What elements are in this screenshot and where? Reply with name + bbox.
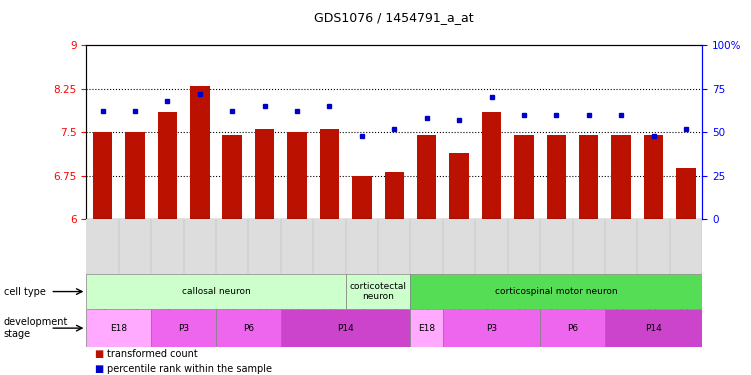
Bar xyxy=(125,132,145,219)
Bar xyxy=(644,135,663,219)
Bar xyxy=(540,309,605,347)
Text: corticospinal motor neuron: corticospinal motor neuron xyxy=(495,287,617,296)
Bar xyxy=(449,153,469,219)
Bar xyxy=(281,309,411,347)
Text: transformed count: transformed count xyxy=(107,350,198,359)
Bar xyxy=(411,309,443,347)
Bar xyxy=(190,86,210,219)
Bar xyxy=(482,112,501,219)
Text: corticotectal
neuron: corticotectal neuron xyxy=(349,282,406,301)
Bar xyxy=(547,135,566,219)
Text: GDS1076 / 1454791_a_at: GDS1076 / 1454791_a_at xyxy=(315,11,474,24)
Bar xyxy=(411,274,702,309)
Text: P14: P14 xyxy=(645,324,662,333)
Text: P6: P6 xyxy=(243,324,254,333)
Bar xyxy=(222,135,242,219)
Bar xyxy=(417,135,436,219)
Bar xyxy=(345,274,411,309)
Bar xyxy=(288,132,306,219)
Text: E18: E18 xyxy=(110,324,128,333)
Bar xyxy=(86,274,345,309)
Text: E18: E18 xyxy=(418,324,436,333)
Text: P3: P3 xyxy=(486,324,497,333)
Bar xyxy=(216,309,281,347)
Text: callosal neuron: callosal neuron xyxy=(182,287,250,296)
Bar xyxy=(151,309,216,347)
Text: cell type: cell type xyxy=(4,286,46,297)
Text: P14: P14 xyxy=(337,324,354,333)
Bar xyxy=(158,112,177,219)
Text: P6: P6 xyxy=(567,324,578,333)
Text: development
stage: development stage xyxy=(4,317,68,339)
Bar xyxy=(352,176,372,219)
Text: percentile rank within the sample: percentile rank within the sample xyxy=(107,364,273,374)
Bar xyxy=(605,309,702,347)
Text: ■: ■ xyxy=(94,350,103,359)
Bar xyxy=(255,129,274,219)
Bar xyxy=(320,129,339,219)
Text: ■: ■ xyxy=(94,364,103,374)
Bar xyxy=(514,135,534,219)
Bar xyxy=(86,309,151,347)
Text: P3: P3 xyxy=(178,324,189,333)
Bar xyxy=(385,172,404,219)
Bar xyxy=(93,132,113,219)
Bar xyxy=(579,135,599,219)
Bar xyxy=(443,309,540,347)
Bar xyxy=(676,168,695,219)
Bar xyxy=(611,135,631,219)
